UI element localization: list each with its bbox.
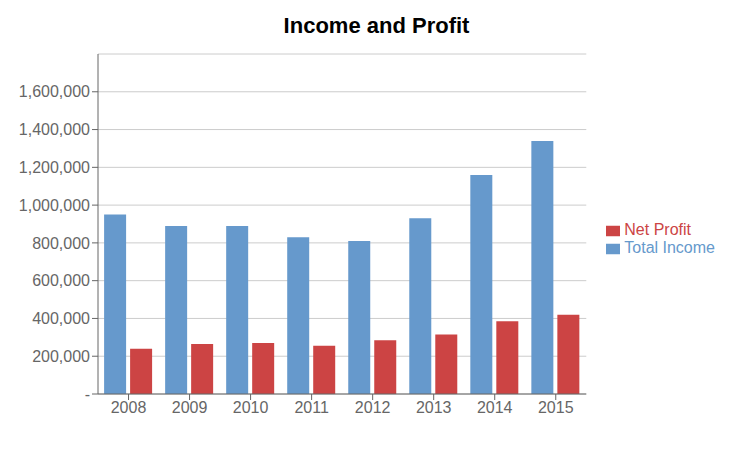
- svg-text:2015: 2015: [538, 399, 574, 416]
- svg-text:1,600,000: 1,600,000: [19, 83, 90, 100]
- svg-text:1,400,000: 1,400,000: [19, 121, 90, 138]
- html-text:Income and Profit: Income and Profit: [283, 13, 470, 38]
- svg-text:2008: 2008: [111, 399, 147, 416]
- svg-text:2010: 2010: [233, 399, 269, 416]
- svg-text:1,000,000: 1,000,000: [19, 197, 90, 214]
- svg-text:2009: 2009: [172, 399, 208, 416]
- svg-text:2014: 2014: [477, 399, 513, 416]
- svg-text:-: -: [85, 386, 90, 403]
- svg-text:2011: 2011: [294, 399, 329, 416]
- svg-text:400,000: 400,000: [32, 310, 90, 327]
- svg-text:1,200,000: 1,200,000: [19, 159, 90, 176]
- svg-text:200,000: 200,000: [32, 348, 90, 365]
- html-text:Total Income: Total Income: [624, 239, 715, 256]
- svg-text:800,000: 800,000: [32, 235, 90, 252]
- svg-text:2012: 2012: [355, 399, 391, 416]
- svg-text:600,000: 600,000: [32, 272, 90, 289]
- html-text:Net Profit: Net Profit: [624, 221, 691, 238]
- svg-text:2013: 2013: [416, 399, 452, 416]
